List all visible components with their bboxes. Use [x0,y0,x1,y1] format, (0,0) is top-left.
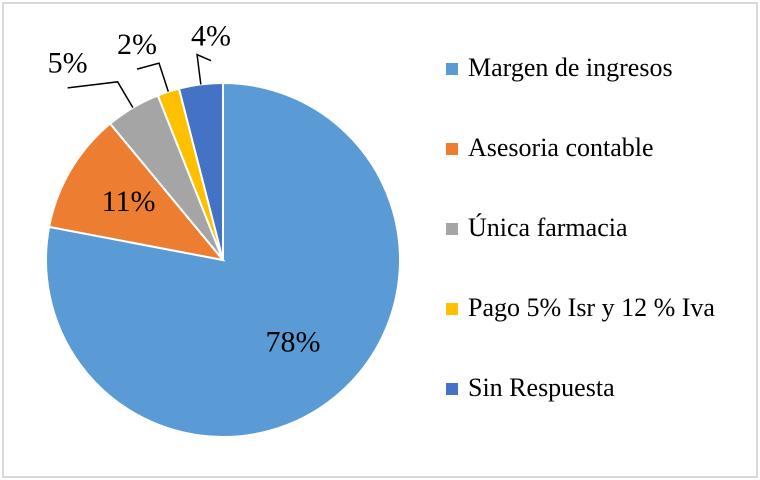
pie-slice [47,122,226,262]
data-label: 2% [117,28,157,61]
legend-item: Sin Respuesta [442,372,732,452]
legend-swatch [446,63,458,75]
leader-line [136,62,170,92]
data-label: 4% [191,20,231,53]
legend: Margen de ingresos Asesoria contable Única… [442,52,732,452]
data-label: 11% [102,185,156,218]
data-label: 78% [265,325,320,358]
legend-label: Margen de ingresos [468,53,673,82]
pie-slice [45,81,401,438]
legend-item: Margen de ingresos [442,52,732,132]
legend-swatch [446,223,458,235]
data-label: 5% [48,47,88,80]
legend-item: Pago 5% Isr y 12 % Iva [442,292,732,372]
leader-line [196,53,212,85]
legend-item: Asesoria contable [442,132,732,212]
legend-label: Única farmacia [468,213,628,242]
leader-line [67,81,134,109]
legend-label: Asesoria contable [468,133,654,162]
legend-label: Pago 5% Isr y 12 % Iva [468,293,715,322]
legend-swatch [446,143,458,155]
legend-item: Única farmacia [442,212,732,292]
pie-slice [177,81,224,261]
legend-swatch [446,383,458,395]
legend-swatch [446,303,458,315]
legend-label: Sin Respuesta [468,373,615,402]
